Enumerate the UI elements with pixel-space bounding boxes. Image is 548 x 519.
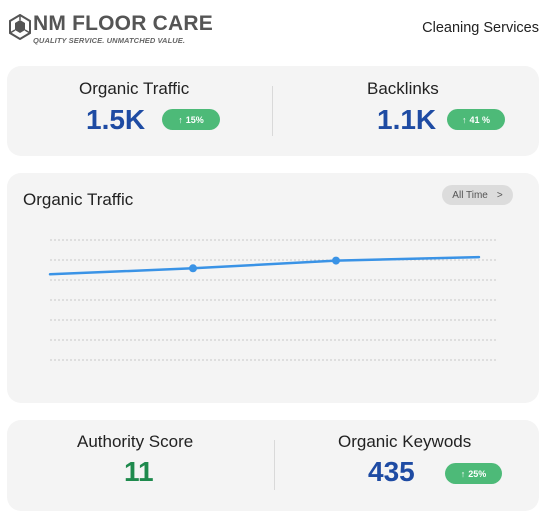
metrics-divider xyxy=(272,86,273,136)
floor-tile-icon xyxy=(9,14,31,40)
organic-keywords-label: Organic Keywods xyxy=(338,432,472,451)
up-arrow-icon: ↑ xyxy=(461,114,467,125)
data-point[interactable] xyxy=(189,264,197,273)
service-label: Cleaning Services xyxy=(422,20,539,36)
organic-traffic-value: 1.5K xyxy=(86,104,146,135)
series-line xyxy=(48,255,481,276)
authority-score-value: 11 xyxy=(124,456,154,487)
organic-keywords-value: 435 xyxy=(368,456,415,487)
organic-keywords-change-badge: ↑ 25% xyxy=(445,463,502,484)
organic-traffic-change-badge: ↑ 15% xyxy=(162,109,220,130)
backlinks-label: Backlinks xyxy=(367,79,439,98)
chart-title: Organic Traffic xyxy=(23,190,134,209)
bottom-metrics-card: Authority Score 11 Organic Keywods 435 ↑… xyxy=(7,420,539,511)
brand-tagline: QUALITY SERVICE. UNMATCHED VALUE. xyxy=(33,36,186,45)
up-arrow-icon: ↑ xyxy=(460,468,466,479)
top-metrics-card: Organic Traffic 1.5K ↑ 15% Backlinks 1.1K… xyxy=(7,66,539,156)
brand-name: NM FLOOR CARE xyxy=(33,12,213,35)
brand-logo: NM FLOOR CARE QUALITY SERVICE. UNMATCHED… xyxy=(9,12,213,45)
backlinks-value: 1.1K xyxy=(377,104,437,135)
up-arrow-icon: ↑ xyxy=(178,114,183,125)
chart-gridlines xyxy=(50,239,497,361)
time-range-button[interactable]: All Time > xyxy=(442,185,513,205)
metrics-divider xyxy=(274,440,275,490)
data-point[interactable] xyxy=(332,256,340,265)
backlinks-change-badge: ↑ 41 % xyxy=(447,109,505,130)
organic-traffic-label: Organic Traffic xyxy=(79,79,190,98)
chart-points xyxy=(189,256,340,273)
line-chart xyxy=(48,239,497,361)
authority-score-label: Authority Score xyxy=(77,432,194,451)
chevron-right-icon: > xyxy=(496,189,503,201)
organic-traffic-chart-card: Organic Traffic All Time > xyxy=(7,173,539,403)
